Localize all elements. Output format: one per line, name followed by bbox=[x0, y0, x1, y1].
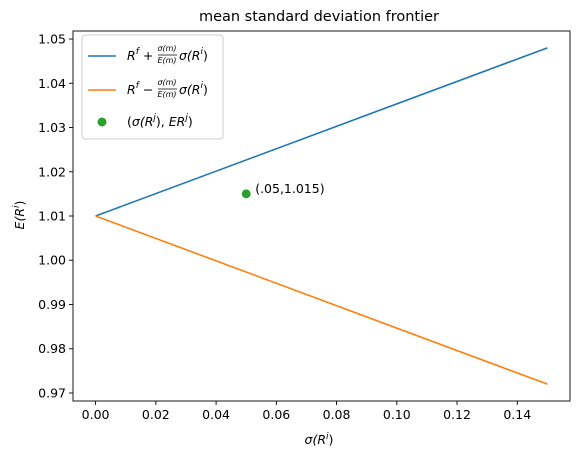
chart-title: mean standard deviation frontier bbox=[199, 9, 439, 25]
point-annotation: (.05,1.015) bbox=[255, 181, 324, 196]
legend-label-upper-frontier: Rf + σ(m) E(m) σ(Ri) bbox=[127, 44, 208, 65]
series-line-1 bbox=[95, 215, 548, 385]
legend-swatch-asset-point bbox=[97, 117, 107, 127]
y-tick-label: 0.98 bbox=[38, 341, 66, 356]
x-tick-label: 0.14 bbox=[503, 407, 531, 422]
svg-text:Rf +: Rf + bbox=[127, 47, 153, 63]
plot-area: (.05,1.015) bbox=[95, 47, 548, 385]
legend-label-lower-frontier: Rf − σ(m) E(m) σ(Ri) bbox=[127, 78, 208, 99]
svg-text:(σ(Rj), ERj): (σ(Rj), ERj) bbox=[127, 113, 193, 129]
x-tick-label: 0.12 bbox=[443, 407, 471, 422]
legend-label-asset-point: (σ(Rj), ERj) bbox=[127, 113, 193, 129]
svg-text:σ(Ri): σ(Ri) bbox=[179, 47, 208, 63]
y-tick-label: 1.00 bbox=[38, 253, 66, 268]
y-axis-label: E(Ri) bbox=[12, 201, 27, 230]
svg-text:σ(m): σ(m) bbox=[157, 44, 176, 53]
y-tick-label: 1.04 bbox=[38, 76, 66, 91]
x-axis-label: σ(Ri) bbox=[305, 432, 334, 447]
legend-frame bbox=[81, 34, 224, 140]
y-tick-label: 1.03 bbox=[38, 120, 66, 135]
legend: Rf + σ(m) E(m) σ(Ri) Rf − σ(m) E(m) σ(Ri… bbox=[81, 34, 224, 140]
y-tick-label: 1.02 bbox=[38, 164, 66, 179]
y-tick-label: 0.97 bbox=[38, 385, 66, 400]
svg-text:E(m): E(m) bbox=[157, 90, 176, 99]
y-tick-label: 1.01 bbox=[38, 209, 66, 224]
svg-text:E(m): E(m) bbox=[157, 56, 176, 65]
ticks: 0.00 0.02 0.04 0.06 0.08 0.10 0.12 0.14 0.97 0.98… bbox=[38, 32, 531, 422]
x-tick-label: 0.02 bbox=[142, 407, 170, 422]
svg-text:σ(Ri): σ(Ri) bbox=[179, 81, 208, 97]
series-line-0 bbox=[95, 47, 548, 217]
y-tick-label: 1.05 bbox=[38, 32, 66, 47]
svg-text:Rf −: Rf − bbox=[127, 81, 153, 97]
x-tick-label: 0.10 bbox=[383, 407, 411, 422]
x-tick-label: 0.08 bbox=[323, 407, 351, 422]
y-tick-label: 0.99 bbox=[38, 297, 66, 312]
scatter-point bbox=[241, 189, 251, 199]
x-tick-label: 0.06 bbox=[262, 407, 290, 422]
x-tick-label: 0.00 bbox=[82, 407, 110, 422]
svg-text:σ(m): σ(m) bbox=[157, 78, 176, 87]
x-tick-label: 0.04 bbox=[202, 407, 230, 422]
